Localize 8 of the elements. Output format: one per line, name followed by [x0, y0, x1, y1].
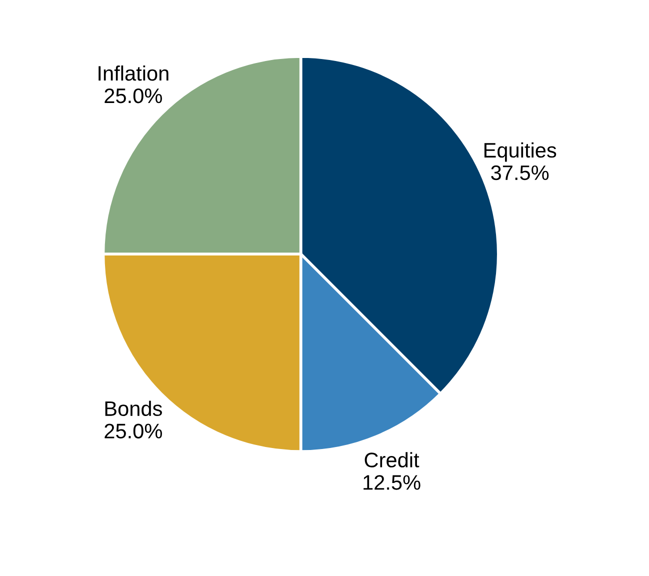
slice-label: Inflation — [98, 65, 168, 81]
data-label: 25.0% — [104, 88, 162, 104]
slice-label: Credit — [364, 452, 420, 468]
data-label: 25.0% — [104, 424, 162, 438]
data-label: 37.5% — [491, 165, 549, 180]
slice-label: Equities — [484, 142, 556, 162]
slice-label: Bonds — [105, 400, 162, 416]
data-label: 12.5% — [364, 475, 420, 490]
